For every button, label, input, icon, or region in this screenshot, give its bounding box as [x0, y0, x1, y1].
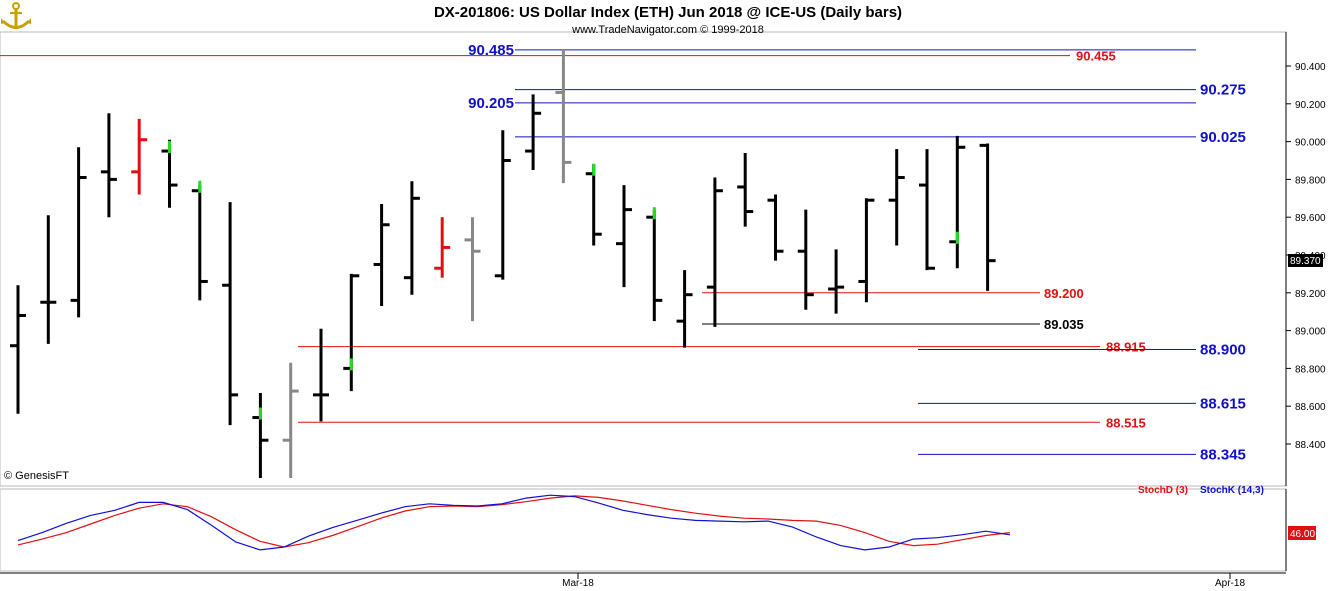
stochastic-panel — [0, 488, 1287, 572]
y-tick-label: 90.400 — [1295, 62, 1326, 73]
ohlc-bar — [706, 177, 723, 327]
ohlc-bar — [252, 392, 269, 479]
y-tick-label: 88.800 — [1295, 364, 1326, 375]
ohlc-bar — [373, 203, 390, 307]
price-panel — [0, 31, 1287, 487]
anchor-logo-icon — [1, 2, 31, 29]
ohlc-bar — [222, 202, 239, 426]
y-tick-label: 89.200 — [1295, 289, 1326, 300]
last-price-box — [1288, 254, 1323, 267]
x-tick-apr: Apr-18 — [1215, 578, 1245, 589]
ohlc-bar — [888, 149, 905, 246]
level-label: 89.035 — [1044, 317, 1084, 332]
ohlc-bar — [343, 273, 360, 392]
level-label: 90.025 — [1200, 129, 1246, 146]
y-tick-label: 89.800 — [1295, 175, 1326, 186]
ohlc-bar — [494, 130, 511, 280]
level-label: 88.345 — [1200, 446, 1246, 463]
level-label: 88.915 — [1106, 340, 1146, 355]
ohlc-bar — [979, 143, 996, 291]
level-label: 88.615 — [1200, 395, 1246, 412]
ohlc-bar — [555, 48, 572, 184]
ohlc-bar — [464, 217, 481, 322]
level-label: 88.515 — [1106, 415, 1146, 430]
ohlc-bar — [100, 113, 117, 218]
stoch-d-label: StochD (3) — [1138, 485, 1188, 496]
ohlc-bar — [828, 249, 845, 314]
stoch-k-label: StochK (14,3) — [1200, 485, 1264, 496]
chart-subtitle: www.TradeNavigator.com © 1999-2018 — [571, 24, 764, 36]
ohlc-bar — [646, 207, 663, 322]
ohlc-bar — [10, 285, 26, 414]
ohlc-bar — [191, 180, 208, 301]
ohlc-bar — [70, 147, 87, 318]
stochastic-lines — [17, 494, 1011, 551]
ohlc-bar — [525, 94, 542, 170]
ohlc-bar — [585, 163, 602, 246]
level-label: 90.485 — [468, 42, 514, 59]
ohlc-bar — [131, 118, 148, 195]
ohlc-bar — [858, 198, 875, 303]
y-tick-label: 88.400 — [1295, 440, 1326, 451]
level-label: 90.205 — [468, 95, 514, 112]
ohlc-bar — [919, 149, 935, 271]
ohlc-bar — [161, 139, 178, 208]
ohlc-bar — [40, 215, 57, 344]
ohlc-bar — [737, 152, 754, 227]
y-tick-label: 90.200 — [1295, 100, 1326, 111]
last-price-label: 89.370 — [1290, 256, 1321, 267]
y-tick-label: 89.600 — [1295, 213, 1326, 224]
stoch-last-label: 46.00 — [1290, 529, 1315, 540]
ohlc-bar — [313, 328, 329, 422]
ohlc-bar — [403, 181, 420, 295]
price-bars — [10, 48, 996, 479]
y-tick-label: 89.000 — [1295, 327, 1326, 338]
ohlc-bar — [616, 185, 632, 288]
stoch-d-line — [17, 495, 1011, 548]
ohlc-bar — [949, 135, 966, 269]
level-label: 90.275 — [1200, 82, 1246, 99]
y-tick-label: 88.600 — [1295, 402, 1326, 413]
ohlc-bar — [797, 209, 814, 310]
level-label: 90.455 — [1076, 49, 1116, 64]
ohlc-bar — [767, 194, 784, 261]
stoch-k-line — [17, 494, 1011, 551]
level-label: 88.900 — [1200, 342, 1246, 359]
price-levels: 90.485 90.455 90.275 90.205 90.025 89.200 89.0… — [0, 42, 1246, 463]
ohlc-bar — [282, 362, 299, 479]
ohlc-bar — [676, 270, 693, 348]
ohlc-bar — [434, 217, 451, 278]
y-tick-label: 90.000 — [1295, 138, 1326, 149]
copyright-label: © GenesisFT — [4, 470, 69, 482]
chart-title: DX-201806: US Dollar Index (ETH) Jun 201… — [434, 4, 902, 21]
x-tick-mar: Mar-18 — [562, 578, 594, 589]
level-label: 89.200 — [1044, 286, 1084, 301]
stoch-last-box — [1288, 526, 1316, 540]
